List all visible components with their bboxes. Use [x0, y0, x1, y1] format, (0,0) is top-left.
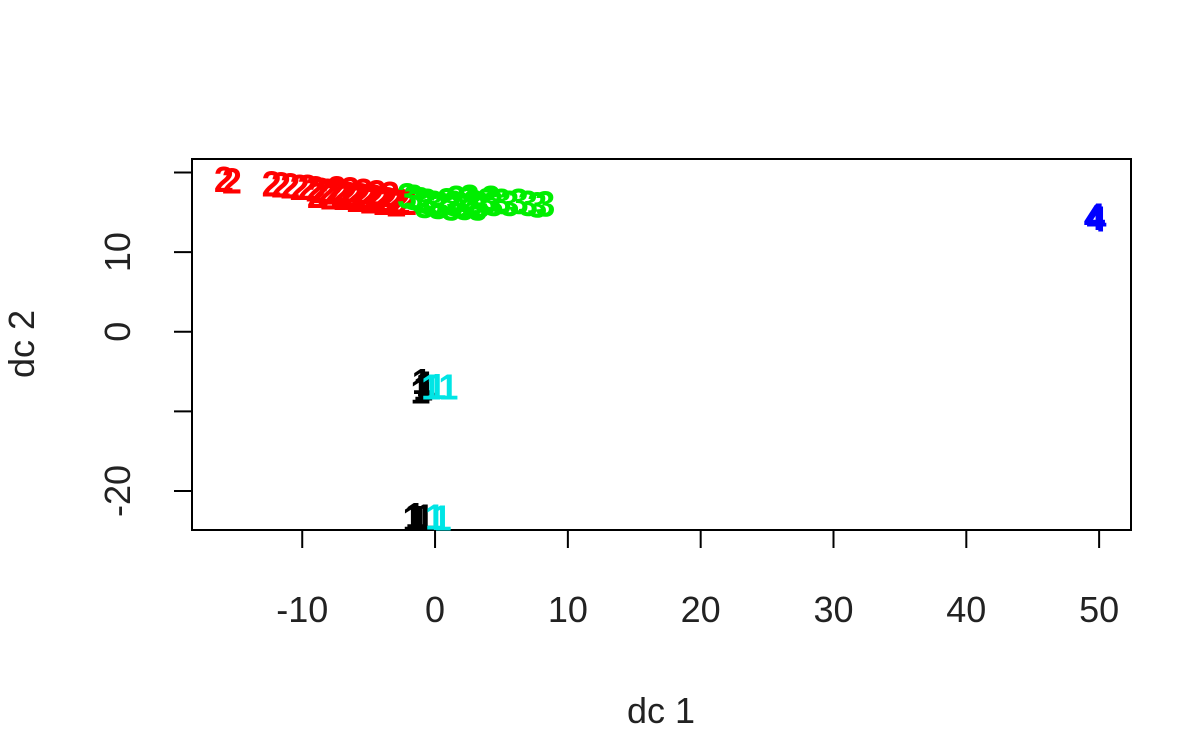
data-point: 1 [412, 361, 432, 402]
x-tick-label: 50 [1079, 589, 1119, 630]
data-point: 2 [262, 164, 282, 205]
data-point: 4 [1084, 197, 1104, 238]
data-point: 2 [271, 164, 291, 205]
y-tick-label: 10 [97, 232, 138, 272]
data-point: 2 [340, 169, 360, 210]
data-point: 2 [214, 159, 234, 200]
data-point: 3 [491, 181, 511, 222]
data-point: 2 [367, 172, 387, 213]
data-point: 3 [441, 188, 461, 229]
data-point: 2 [357, 176, 377, 217]
data-point: 1 [425, 496, 445, 537]
data-point: 2 [397, 182, 417, 223]
data-point: 2 [380, 174, 400, 215]
y-axis: -20 0 10 [97, 171, 192, 517]
data-point: 2 [364, 177, 384, 218]
y-tick-label: 0 [97, 322, 138, 342]
data-point: 2 [344, 175, 364, 216]
x-tick-label: 0 [425, 589, 445, 630]
x-axis: -10 0 10 20 30 40 50 [276, 530, 1119, 630]
data-point: 3 [428, 186, 448, 227]
x-tick-label: 30 [813, 589, 853, 630]
data-point: 2 [290, 167, 310, 208]
data-point: 4 [1085, 196, 1105, 237]
data-point: 3 [509, 181, 529, 222]
x-axis-title: dc 1 [627, 690, 695, 731]
data-point: 3 [483, 183, 503, 224]
data-point: 3 [446, 178, 466, 219]
data-point: 2 [298, 167, 318, 208]
data-point: 1 [413, 367, 433, 408]
data-point: 3 [481, 178, 501, 219]
data-point: 3 [430, 184, 450, 225]
data-point: 2 [311, 170, 331, 211]
data-point: 2 [387, 184, 407, 225]
data-point: 3 [414, 185, 434, 226]
plot-frame [191, 158, 1132, 531]
data-point: 3 [454, 187, 474, 228]
data-point: 3 [404, 177, 424, 218]
data-point: 2 [307, 175, 327, 216]
data-point: 1 [410, 371, 430, 412]
data-point: 3 [460, 177, 480, 218]
data-point: 2 [360, 180, 380, 221]
data-point: 4 [1086, 199, 1106, 240]
y-axis-title: dc 2 [1, 310, 42, 378]
data-point: 3 [397, 176, 417, 217]
data-point: 2 [371, 179, 391, 220]
data-point: 2 [333, 177, 353, 218]
x-tick-label: 20 [681, 589, 721, 630]
data-point: 1 [426, 366, 446, 407]
data-point: 3 [444, 183, 464, 224]
data-point: 2 [324, 172, 344, 213]
data-point: 2 [373, 182, 393, 223]
data-point: 1 [405, 495, 425, 536]
data-point: 2 [317, 171, 337, 212]
data-point: 2 [306, 168, 326, 209]
data-point: 1 [432, 497, 452, 538]
data-point: 2 [351, 176, 371, 217]
data-point: 2 [222, 160, 242, 201]
y-tick-label: -20 [97, 465, 138, 517]
data-point: 2 [384, 180, 404, 221]
data-point: 1 [421, 367, 441, 408]
data-point: 3 [535, 184, 555, 225]
data-point: 3 [468, 188, 488, 229]
data-point: 2 [391, 181, 411, 222]
data-point: 1 [416, 364, 436, 405]
data-point: 1 [409, 498, 429, 539]
x-tick-label: -10 [276, 589, 328, 630]
data-point: 3 [477, 180, 497, 221]
x-tick-label: 40 [946, 589, 986, 630]
data-point: 3 [424, 183, 444, 224]
data-point: 2 [337, 174, 357, 215]
data-point: 2 [353, 171, 373, 212]
data-point: 3 [470, 184, 490, 225]
data-point: 3 [437, 180, 457, 221]
data-point: 3 [518, 183, 538, 224]
data-point: 2 [331, 173, 351, 214]
data-point: 1 [414, 496, 434, 537]
data-point: 1 [402, 497, 422, 538]
data-point: 3 [417, 181, 437, 222]
data-point: 3 [527, 184, 547, 225]
data-point: 2 [320, 176, 340, 217]
data-point: 2 [377, 180, 397, 221]
data-point: 3 [450, 184, 470, 225]
data-point: 2 [327, 168, 347, 209]
data-point: 3 [410, 180, 430, 221]
x-tick-label: 10 [548, 589, 588, 630]
data-point: 2 [280, 165, 300, 206]
data-point: 2 [347, 179, 367, 220]
data-point: 3 [457, 180, 477, 221]
data-point: 3 [499, 183, 519, 224]
data-point: 1 [438, 367, 458, 408]
data-point: 3 [464, 182, 484, 223]
